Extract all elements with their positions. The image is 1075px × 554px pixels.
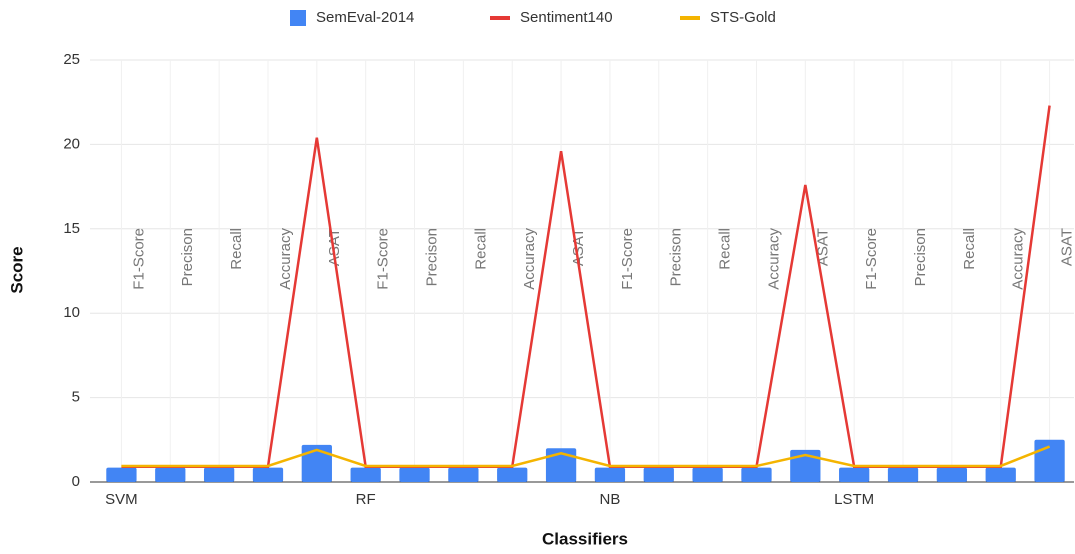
bar [497,467,528,482]
category-label: Recall [961,228,978,270]
category-label: F1-Score [863,228,880,290]
line [121,105,1051,469]
bar [594,467,626,482]
x-tick-label: NB [600,491,621,508]
bar [887,467,919,482]
category-label: Accuracy [521,228,538,290]
bar [692,467,723,482]
bar [741,467,772,482]
y-tick-label: 15 [63,220,80,237]
bar [106,467,137,482]
line [121,445,1051,468]
category-label: Accuracy [277,228,294,290]
legend-label: STS-Gold [710,9,776,26]
category-label: Precison [668,228,685,286]
y-tick-label: 25 [63,51,80,68]
bar [643,467,674,482]
x-axis-label: Classifiers [542,529,628,548]
category-label: Accuracy [765,228,782,290]
y-tick-label: 10 [63,304,80,321]
bar [203,467,235,482]
bar [350,467,381,482]
legend-swatch [290,10,306,26]
y-tick-label: 0 [72,473,80,490]
category-label: Accuracy [1010,228,1027,290]
bar [545,448,577,482]
x-tick-label: SVM [105,491,138,508]
bar [448,467,479,482]
y-axis-label: Score [7,246,26,293]
y-tick-label: 5 [72,389,80,406]
category-label: F1-Score [130,228,147,290]
legend-label: Sentiment140 [520,9,613,26]
legend-label: SemEval-2014 [316,9,414,26]
y-tick-label: 20 [63,135,80,152]
bar [839,467,870,482]
category-label: Precison [912,228,929,286]
bar [1034,439,1065,482]
category-label: Recall [228,228,245,270]
bar [936,467,968,482]
bar [399,467,430,482]
bar [252,467,284,482]
category-label: Precison [179,228,196,286]
category-label: Recall [472,228,489,270]
category-label: F1-Score [375,228,392,290]
bar [301,444,332,482]
x-tick-label: RF [356,491,376,508]
bar [985,467,1016,482]
bar [155,467,186,482]
x-tick-label: LSTM [834,491,874,508]
category-label: Recall [717,228,734,270]
category-label: Precison [423,228,440,286]
category-label: F1-Score [619,228,636,290]
category-label: ASAT [1059,228,1075,266]
